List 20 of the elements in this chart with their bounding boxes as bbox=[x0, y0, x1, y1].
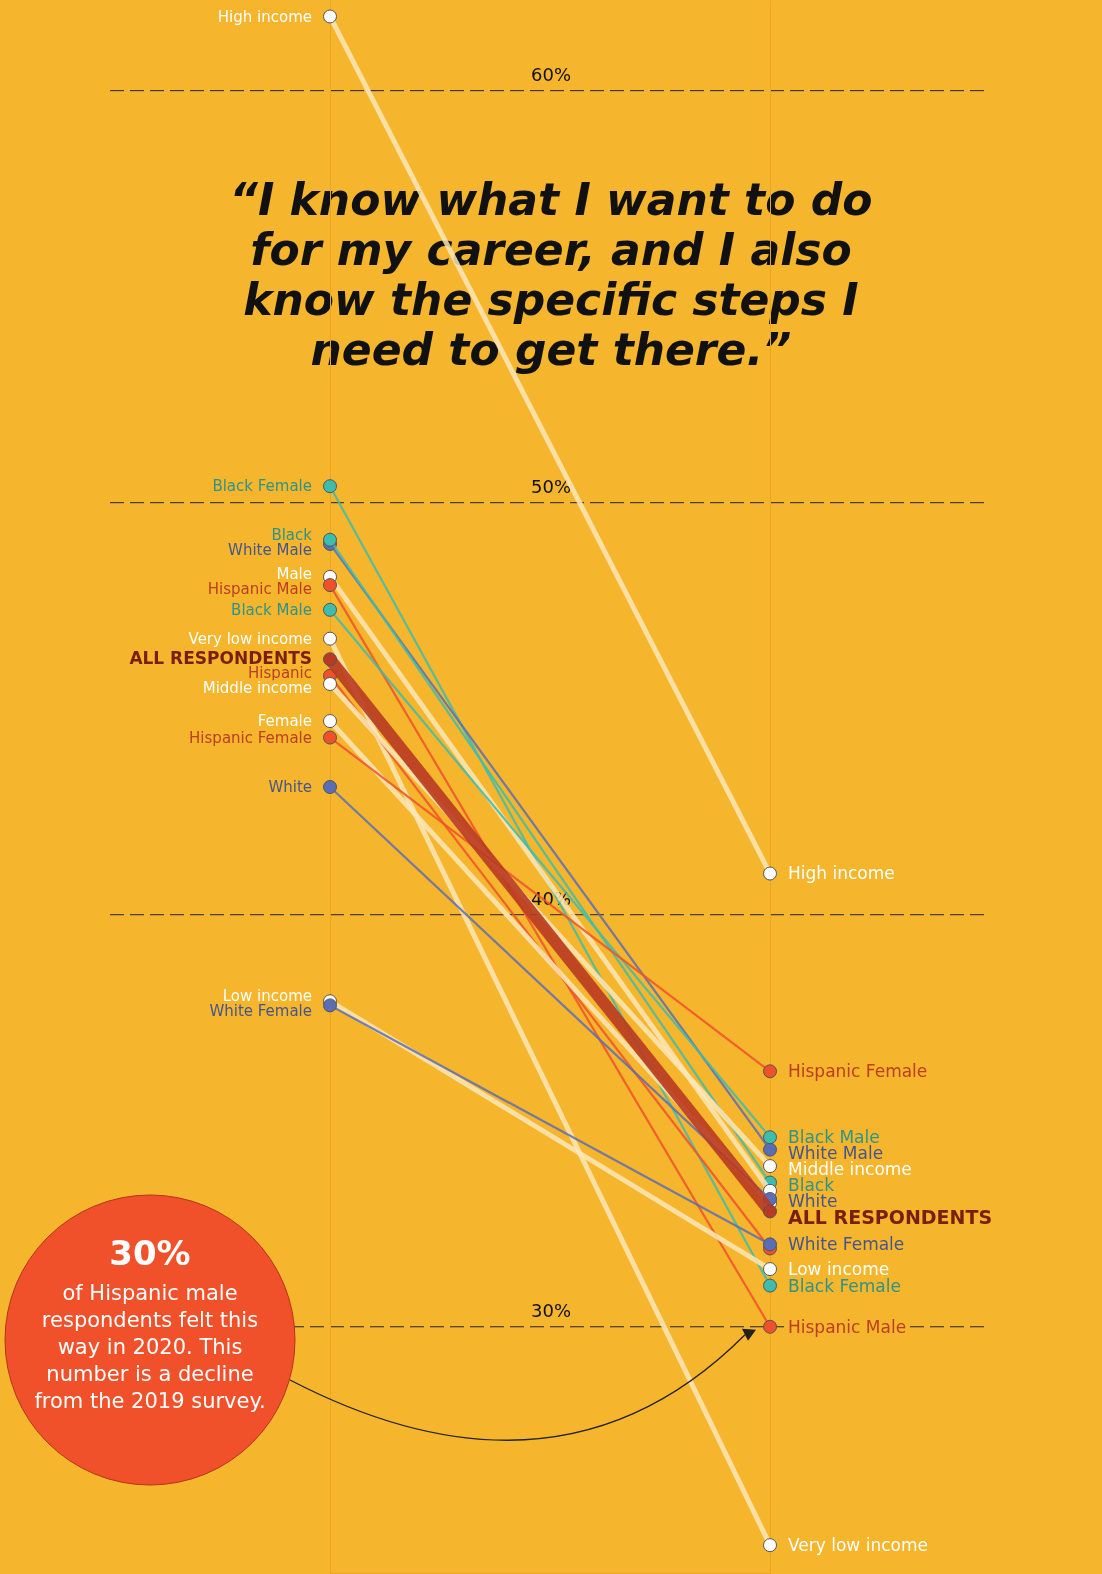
series-label: High income bbox=[788, 863, 895, 884]
y-tick-label: 30% bbox=[530, 1299, 572, 1321]
text: Very low income bbox=[188, 629, 312, 648]
y-tick-label: 50% bbox=[530, 475, 572, 497]
series-label: White bbox=[268, 778, 312, 797]
series-label: Female bbox=[257, 712, 312, 731]
series-label: Hispanic Female bbox=[788, 1061, 928, 1082]
y-tick-label: 60% bbox=[530, 63, 572, 85]
series-label: Black Female bbox=[788, 1275, 901, 1296]
series-label: Hispanic Male bbox=[788, 1316, 907, 1337]
text: Hispanic Female bbox=[189, 728, 312, 747]
series-label: Very low income bbox=[788, 1535, 928, 1556]
text: “I know what I want to do for my career, and I also know the specific steps I need to get there.” bbox=[229, 174, 873, 375]
series-label: White Female bbox=[788, 1234, 905, 1255]
annotation: of Hispanic male respondents felt this way in 2020. This number is a decline from the 2019 survey. bbox=[34, 1281, 266, 1413]
text: Black Male bbox=[231, 601, 312, 620]
text: High income bbox=[217, 7, 312, 26]
text: Black Female bbox=[212, 477, 312, 496]
text: White Female bbox=[209, 1002, 312, 1021]
annotation: 30% bbox=[109, 1233, 191, 1273]
